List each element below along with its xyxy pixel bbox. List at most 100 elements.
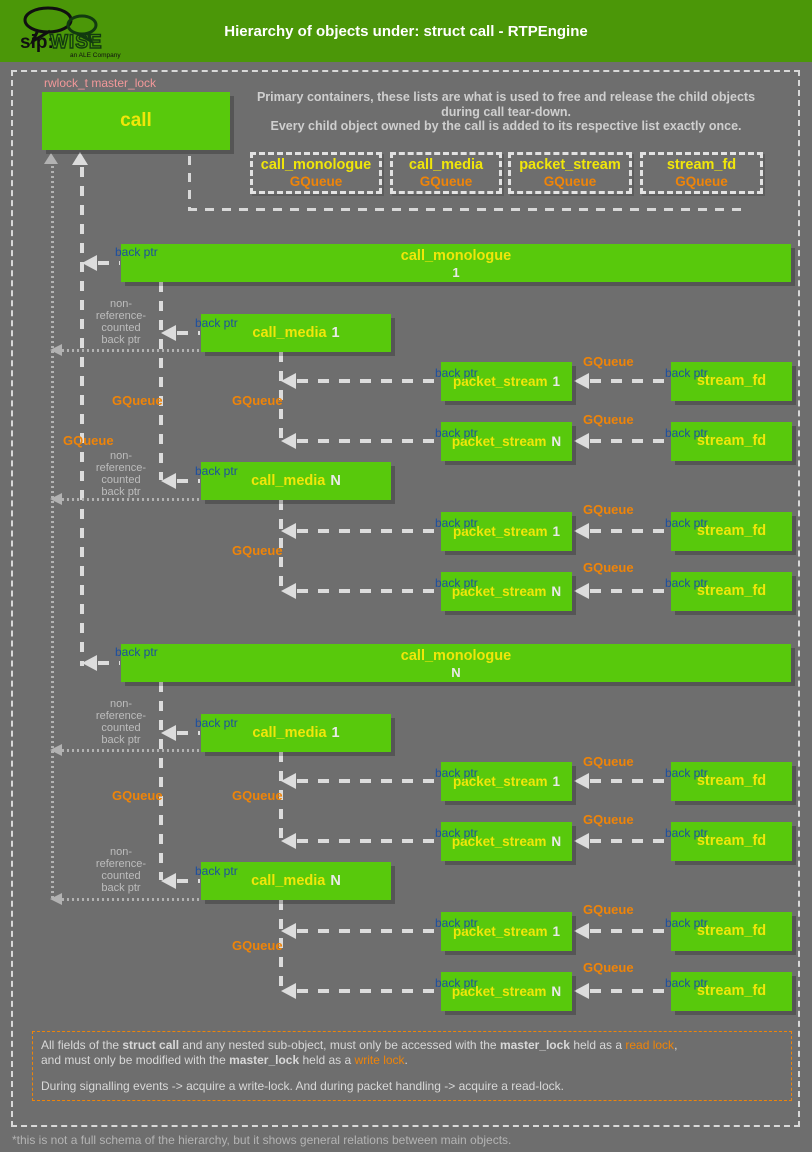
- back-ptr-label: back ptr: [665, 576, 708, 590]
- packet-stream-gqueue-trunk-line: [279, 900, 283, 993]
- svg-text:WISE: WISE: [50, 32, 103, 53]
- box-name: packet_stream: [451, 434, 547, 449]
- gqueue-branch-line: [297, 779, 441, 783]
- box-number: 1: [331, 325, 340, 341]
- intro-line-1: Primary containers, these lists are what…: [256, 90, 756, 104]
- container-type: GQueue: [543, 174, 597, 189]
- non-ref-trunk-line: [51, 166, 54, 901]
- note-line-1: All fields of the struct call and any ne…: [41, 1038, 678, 1052]
- diagram-border: [11, 70, 800, 1127]
- box-packet-stream-1: packet_stream 1: [441, 362, 572, 401]
- back-ptr-arrowhead-icon: [574, 433, 589, 449]
- back-ptr-arrowhead-icon: [161, 873, 176, 889]
- box-name: call_media: [251, 873, 326, 889]
- box-name: call_media: [252, 725, 327, 741]
- packet-stream-gqueue-trunk-line: [279, 500, 283, 593]
- rwlock-label: rwlock_t master_lock: [44, 76, 157, 90]
- box-call-label: call: [120, 110, 152, 131]
- footnote: *this is not a full schema of the hierar…: [12, 1133, 512, 1147]
- back-ptr-arrowhead-icon: [161, 725, 176, 741]
- back-ptr-arrowhead-icon: [281, 373, 296, 389]
- header-bar: sip: WISE an ALE Company Hierarchy of ob…: [0, 0, 812, 62]
- back-ptr-label: back ptr: [665, 516, 708, 530]
- box-number: N: [551, 834, 562, 849]
- box-packet-stream-1: packet_stream 1: [441, 912, 572, 951]
- box-stream-fd: stream_fd: [671, 572, 792, 611]
- container-stream-fd: stream_fd GQueue: [640, 152, 763, 194]
- gqueue-branch-line: [297, 929, 441, 933]
- back-ptr-arrowhead-icon: [82, 255, 97, 271]
- box-packet-stream-n: packet_stream N: [441, 972, 572, 1011]
- media-gqueue-trunk-line: [159, 682, 163, 880]
- box-call-media-1: call_media 1: [201, 314, 391, 352]
- box-number: 1: [552, 524, 561, 539]
- gqueue-branch-line: [590, 439, 671, 443]
- back-ptr-label: back ptr: [195, 864, 238, 878]
- box-name: stream_fd: [696, 373, 767, 389]
- container-type: GQueue: [675, 174, 728, 189]
- back-ptr-arrowhead-icon: [281, 523, 296, 539]
- box-packet-stream-1: packet_stream 1: [441, 512, 572, 551]
- page-title: Hierarchy of objects under: struct call …: [224, 23, 588, 40]
- gqueue-branch-line: [590, 379, 671, 383]
- box-stream-fd: stream_fd: [671, 512, 792, 551]
- container-type: GQueue: [419, 174, 473, 189]
- box-number: N: [551, 984, 562, 999]
- gqueue-branch-line: [590, 989, 671, 993]
- intro-text: Primary containers, these lists are what…: [232, 90, 780, 134]
- back-ptr-arrowhead-icon: [281, 773, 296, 789]
- box-number: N: [551, 434, 562, 449]
- packet-stream-gqueue-trunk-line: [279, 352, 283, 443]
- container-name: call_media: [408, 157, 484, 173]
- box-packet-stream-1: packet_stream 1: [441, 762, 572, 801]
- box-call-media-1: call_media 1: [201, 714, 391, 752]
- box-number: 1: [552, 774, 561, 789]
- back-ptr-label: back ptr: [195, 716, 238, 730]
- back-ptr-arrowhead-icon: [281, 583, 296, 599]
- non-ref-arrowhead-icon: [50, 493, 62, 505]
- back-ptr-label: back ptr: [665, 766, 708, 780]
- box-name: packet_stream: [452, 374, 548, 389]
- box-number: N: [330, 873, 341, 889]
- box-call-media-n: call_media N: [201, 462, 391, 500]
- box-packet-stream-n: packet_stream N: [441, 572, 572, 611]
- back-ptr-arrowhead-icon: [281, 433, 296, 449]
- non-ref-label: non- reference- counted back ptr: [95, 450, 147, 498]
- container-connector-line: [188, 156, 191, 208]
- container-type: GQueue: [289, 174, 343, 189]
- back-ptr-arrowhead-icon: [574, 773, 589, 789]
- back-ptr-label: back ptr: [435, 576, 478, 590]
- monologue-gqueue-trunk-line: [80, 167, 84, 666]
- back-ptr-arrowhead-icon: [281, 923, 296, 939]
- box-number: 1: [552, 924, 561, 939]
- box-name: stream_fd: [696, 583, 767, 599]
- gqueue-branch-line: [590, 929, 671, 933]
- svg-text:sip:: sip:: [20, 32, 54, 53]
- box-name: packet_stream: [452, 524, 548, 539]
- back-ptr-arrowhead-icon: [161, 473, 176, 489]
- box-stream-fd: stream_fd: [671, 822, 792, 861]
- container-packet-stream: packet_stream GQueue: [508, 152, 632, 194]
- non-ref-line: [62, 498, 201, 501]
- back-ptr-arrowhead-icon: [574, 833, 589, 849]
- back-ptr-label: back ptr: [115, 645, 158, 659]
- back-ptr-label: back ptr: [435, 976, 478, 990]
- gqueue-branch-line: [297, 839, 441, 843]
- gqueue-branch-line: [297, 439, 441, 443]
- back-ptr-arrowhead-icon: [161, 325, 176, 341]
- non-ref-arrowhead-icon: [50, 893, 62, 905]
- non-ref-arrowhead-icon: [50, 744, 62, 756]
- box-stream-fd: stream_fd: [671, 422, 792, 461]
- box-name: call_media: [252, 325, 327, 341]
- box-name: stream_fd: [696, 773, 767, 789]
- gqueue-branch-line: [590, 839, 671, 843]
- back-ptr-line: [177, 731, 200, 735]
- gqueue-branch-line: [297, 989, 441, 993]
- gqueue-branch-line: [590, 779, 671, 783]
- back-ptr-arrowhead-icon: [574, 523, 589, 539]
- back-ptr-arrowhead-icon: [574, 923, 589, 939]
- gqueue-label: GQueue: [583, 412, 634, 427]
- back-ptr-label: back ptr: [665, 366, 708, 380]
- back-ptr-arrowhead-icon: [281, 983, 296, 999]
